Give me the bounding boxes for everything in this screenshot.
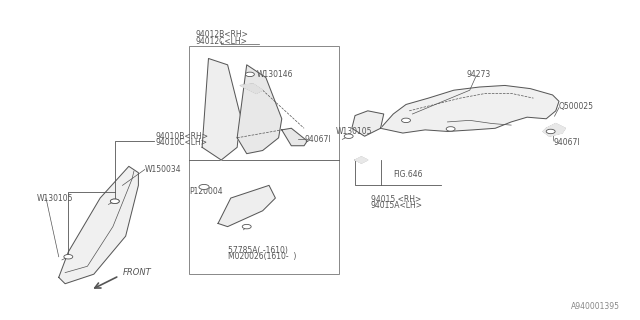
Circle shape (344, 134, 353, 139)
Text: W130105: W130105 (336, 127, 372, 136)
Bar (189, 46, 339, 274)
Text: 94015A<LH>: 94015A<LH> (371, 202, 423, 211)
Circle shape (110, 199, 119, 204)
Circle shape (401, 118, 410, 123)
Text: 94015 <RH>: 94015 <RH> (371, 195, 421, 204)
Polygon shape (202, 59, 241, 160)
Text: W130105: W130105 (36, 194, 73, 203)
Polygon shape (59, 166, 138, 284)
Text: 57785A( -1610): 57785A( -1610) (228, 246, 287, 255)
Circle shape (246, 72, 254, 76)
Polygon shape (381, 85, 559, 133)
Circle shape (110, 199, 119, 204)
Text: 94012C<LH>: 94012C<LH> (196, 36, 248, 45)
Text: A940001395: A940001395 (570, 302, 620, 311)
Polygon shape (543, 124, 565, 136)
Polygon shape (282, 128, 307, 146)
Text: 94067I: 94067I (554, 138, 580, 147)
Text: Q500025: Q500025 (559, 101, 594, 111)
Circle shape (199, 184, 209, 189)
Polygon shape (241, 84, 262, 93)
Polygon shape (218, 185, 275, 227)
Text: 94010B<RH>: 94010B<RH> (156, 132, 209, 141)
Polygon shape (237, 65, 282, 154)
Circle shape (64, 254, 73, 259)
Text: M020026(1610-  ): M020026(1610- ) (228, 252, 296, 261)
Circle shape (546, 129, 555, 134)
Text: 94010C<LH>: 94010C<LH> (156, 138, 207, 147)
Text: FRONT: FRONT (122, 268, 151, 277)
Text: FIG.646: FIG.646 (394, 170, 423, 179)
Circle shape (446, 127, 455, 131)
Text: 94067I: 94067I (304, 135, 331, 144)
Text: W150034: W150034 (145, 165, 181, 174)
Polygon shape (352, 111, 384, 136)
Text: 94012B<RH>: 94012B<RH> (196, 30, 248, 39)
Text: P120004: P120004 (189, 187, 223, 196)
Text: W130146: W130146 (256, 70, 292, 79)
Text: 94273: 94273 (467, 70, 491, 79)
Circle shape (243, 224, 251, 229)
Polygon shape (355, 157, 368, 163)
